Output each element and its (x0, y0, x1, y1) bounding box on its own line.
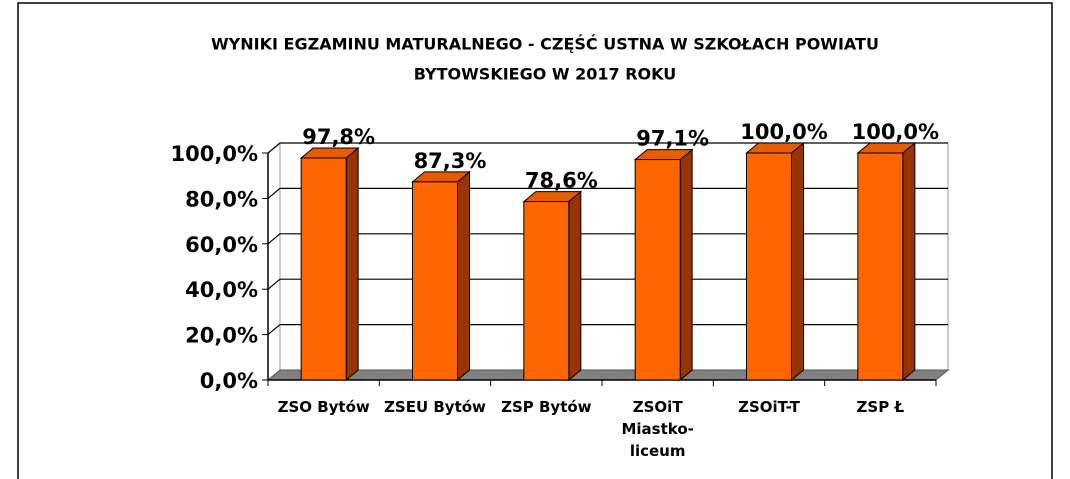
data-label: 78,6% (525, 169, 598, 193)
y-tick-label: 0,0% (200, 369, 258, 393)
y-tick-label: 80,0% (185, 187, 258, 211)
chart-title: BYTOWSKIEGO W 2017 ROKU (414, 65, 677, 84)
back-wall (279, 142, 949, 371)
grid-line (267, 324, 948, 336)
bar (857, 152, 904, 381)
bar-side (345, 146, 359, 382)
data-label: 100,0% (852, 120, 939, 144)
data-label: 97,8% (302, 125, 375, 149)
data-label: 97,1% (636, 127, 709, 151)
x-tick-label: ZSO Bytów (277, 398, 370, 416)
bar (412, 181, 458, 381)
bar-side (568, 190, 582, 382)
x-tick-label: ZSOiT Miastko-liceum (621, 398, 694, 460)
bar-side (902, 141, 916, 382)
floor (266, 369, 950, 381)
bar (523, 201, 570, 381)
grid-line (267, 233, 948, 245)
bar-side (679, 148, 693, 382)
bar-side (457, 170, 470, 382)
x-tick-label: ZSP Bytów (501, 398, 592, 416)
data-label: 100,0% (740, 120, 827, 144)
bar-side (791, 141, 804, 382)
grid-line (267, 278, 948, 290)
bar (634, 159, 681, 381)
x-tick-label: ZSOiT-T (738, 398, 800, 416)
grid-line (267, 142, 948, 154)
x-tick-label: ZSP Ł (856, 398, 905, 416)
bar (300, 157, 347, 381)
y-tick-label: 60,0% (185, 233, 258, 257)
chart-title: WYNIKI EGZAMINU MATURALNEGO - CZĘŚĆ USTN… (211, 35, 879, 54)
chart-border (17, 2, 1053, 479)
grid-line (267, 187, 948, 199)
y-tick-label: 40,0% (185, 278, 258, 302)
x-tick-label: ZSEU Bytów (384, 398, 486, 416)
data-label: 87,3% (414, 149, 487, 173)
bar (746, 152, 792, 381)
y-tick-label: 20,0% (185, 324, 258, 348)
y-tick-label: 100,0% (171, 142, 258, 166)
